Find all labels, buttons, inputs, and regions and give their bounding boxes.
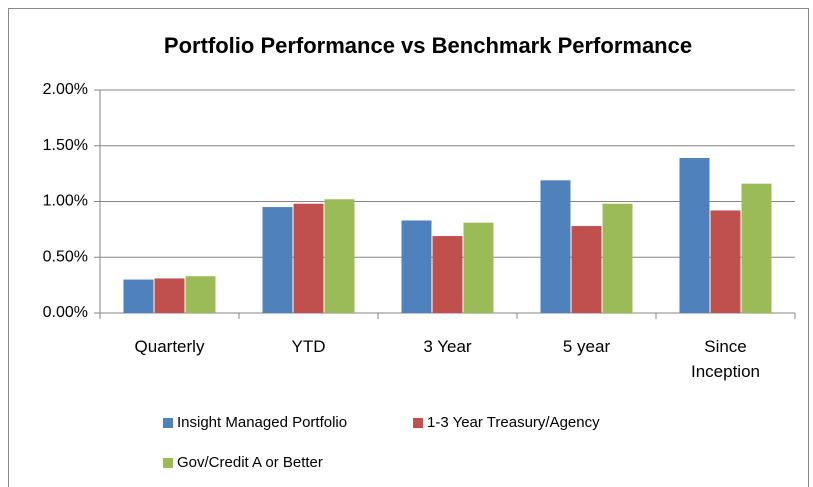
- y-tick-label: 2.00%: [43, 81, 88, 98]
- legend-swatch: [163, 418, 173, 428]
- bar: [154, 278, 185, 313]
- bar: [262, 207, 293, 313]
- bar: [571, 226, 602, 313]
- bar: [432, 236, 463, 313]
- legend-label: Gov/Credit A or Better: [177, 454, 323, 471]
- bar: [463, 222, 494, 313]
- x-tick-label: 3 Year: [423, 337, 472, 356]
- bar: [679, 158, 710, 313]
- bar: [710, 210, 741, 313]
- bar: [540, 180, 571, 313]
- y-tick-label: 0.00%: [43, 304, 88, 321]
- bar: [293, 203, 324, 313]
- x-tick-label: YTD: [291, 337, 326, 356]
- x-tick-label: 5 year: [562, 337, 611, 356]
- bar: [401, 220, 432, 313]
- bar: [123, 279, 154, 313]
- legend-swatch: [163, 458, 173, 468]
- x-tick-label: Quarterly: [134, 337, 205, 356]
- bar: [185, 276, 216, 313]
- y-tick-label: 0.50%: [43, 248, 88, 265]
- legend-label: Insight Managed Portfolio: [177, 414, 348, 431]
- bar: [324, 199, 355, 313]
- legend-swatch: [413, 418, 423, 428]
- chart-title: Portfolio Performance vs Benchmark Perfo…: [164, 33, 692, 58]
- bar: [602, 203, 633, 313]
- x-tick-label: Since Inception: [691, 337, 760, 381]
- legend-label: 1-3 Year Treasury/Agency: [427, 414, 600, 431]
- y-tick-label: 1.00%: [43, 193, 88, 210]
- y-tick-label: 1.50%: [43, 137, 88, 154]
- bar: [741, 183, 772, 313]
